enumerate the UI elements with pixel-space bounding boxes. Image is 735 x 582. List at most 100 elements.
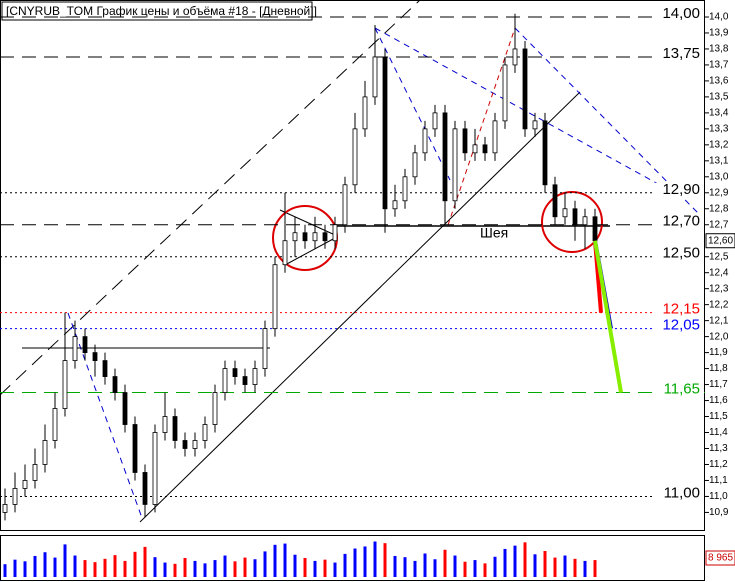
y-tick-label: 13,9 (709, 28, 729, 39)
candle-body (112, 376, 118, 393)
y-tick-label: 11,2 (709, 459, 728, 470)
candle-body (32, 464, 38, 481)
candle-body (182, 440, 188, 449)
volume-bar (483, 563, 487, 577)
candle-body (42, 440, 48, 465)
y-tick-label: 11,9 (709, 347, 728, 358)
y-tick-label: 11,4 (709, 427, 728, 438)
candle-body (402, 176, 408, 202)
volume-bar (83, 560, 87, 577)
y-tick-label: 13,4 (709, 108, 729, 119)
volume-bar (543, 550, 547, 577)
last-price-box (705, 233, 735, 249)
candle-body (222, 368, 228, 393)
volume-bar (333, 562, 337, 577)
candle-body (52, 408, 58, 441)
volume-bar (153, 557, 157, 577)
volume-bar (143, 546, 147, 577)
y-tick-label: 11,0 (709, 491, 728, 502)
candle-body (362, 96, 368, 130)
level-label-bg (655, 486, 703, 501)
candle-body (62, 360, 68, 409)
volume-bar (63, 544, 67, 577)
level-label: 12,05 (662, 317, 700, 334)
volume-bar (73, 555, 77, 577)
candle-body (472, 144, 478, 154)
level-label-bg (655, 382, 703, 397)
volume-bar (113, 555, 117, 577)
candle-body (82, 336, 88, 354)
volume-bar (13, 559, 17, 577)
volume-bar (353, 548, 357, 577)
candle-body (422, 128, 428, 154)
volume-bar (273, 544, 277, 577)
candle-body (512, 48, 518, 66)
level-label-bg (655, 302, 703, 317)
y-tick-label: 13,3 (709, 123, 729, 134)
volume-bar (503, 548, 507, 577)
candle-body (332, 224, 338, 242)
volume-bar (223, 555, 227, 577)
chart-title: [CNYRUB_TOM График цены и объёма #18 - [… (6, 4, 317, 18)
y-tick-label: 11,8 (709, 363, 728, 374)
trend-line (139, 91, 581, 523)
volume-bar (93, 562, 97, 577)
pattern-circle (541, 191, 603, 253)
candle-body (272, 264, 278, 330)
candle-body (12, 488, 18, 505)
candle-body (92, 352, 98, 361)
candle-body (412, 152, 418, 178)
volume-bar (533, 554, 537, 577)
candle-body (342, 184, 348, 226)
level-label: 11,65 (664, 381, 700, 398)
volume-bar (453, 555, 457, 577)
candle-body (392, 200, 398, 210)
level-label-bg (655, 246, 703, 261)
volume-bar (183, 558, 187, 577)
volume-bar (103, 558, 107, 577)
y-tick-label: 11,5 (709, 411, 728, 422)
level-label: 12,70 (662, 213, 700, 230)
plot-frame (0, 0, 705, 531)
volume-bar (373, 541, 377, 577)
level-label-bg (655, 6, 703, 21)
candle-body (582, 216, 588, 226)
level-label: 12,50 (662, 245, 700, 262)
y-tick-label: 13,2 (709, 139, 729, 150)
volume-bar (343, 553, 347, 577)
y-tick-label: 12,8 (709, 203, 729, 214)
y-tick-label: 13,8 (709, 44, 729, 55)
volume-bar (323, 559, 327, 577)
volume-bar (243, 557, 247, 577)
projection (593, 240, 623, 393)
level-label: 14,00 (662, 5, 700, 22)
volume-bar (393, 555, 397, 577)
y-tick-label: 11,3 (709, 443, 728, 454)
level-label-bg (655, 182, 703, 197)
candle-body (142, 472, 148, 505)
volume-bar (383, 543, 387, 577)
y-tick-label: 11,7 (709, 379, 728, 390)
candle-body (532, 120, 538, 130)
volume-bar (133, 551, 137, 577)
candle-body (312, 232, 318, 242)
candle-body (242, 376, 248, 385)
candle-body (152, 432, 158, 505)
volume-bar (583, 560, 587, 577)
volume-frame (0, 535, 705, 581)
candle-body (552, 184, 558, 218)
volume-bar (523, 542, 527, 577)
volume-bar (463, 561, 467, 577)
y-tick-label: 10,9 (709, 507, 729, 518)
candle-body (202, 424, 208, 441)
volume-bar (563, 555, 567, 577)
candle-body (442, 112, 448, 202)
y-tick-label: 12,5 (709, 251, 729, 262)
candle-body (482, 144, 488, 154)
volume-bar (193, 560, 197, 577)
volume-bar (403, 557, 407, 577)
trend-line (447, 27, 516, 226)
candle-body (192, 440, 198, 449)
y-tick-label: 12,3 (709, 283, 729, 294)
